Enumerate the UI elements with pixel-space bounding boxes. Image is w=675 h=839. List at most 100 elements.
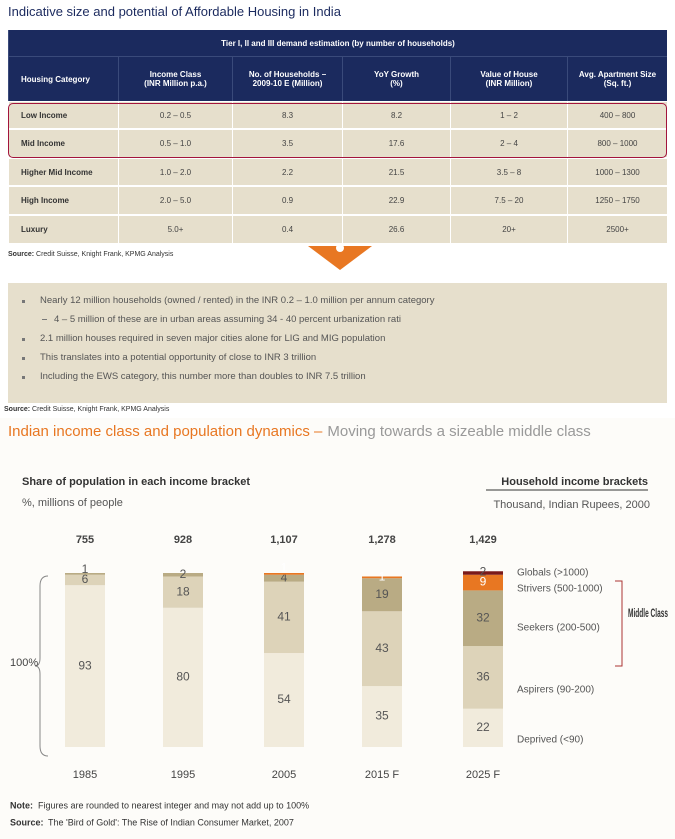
bar-segment bbox=[163, 607, 203, 747]
group-label-text: Middle Class bbox=[628, 606, 668, 620]
bar-segment bbox=[463, 574, 503, 591]
table-cell: 1 – 2 bbox=[450, 102, 567, 130]
bar-segment bbox=[65, 574, 105, 586]
data-label: 4 bbox=[281, 570, 288, 584]
bullet-text: 4 – 5 million of these are in urban area… bbox=[54, 314, 401, 325]
legend-label: Deprived (<90) bbox=[517, 735, 583, 746]
bar-segment bbox=[163, 576, 203, 608]
chart: Indian income class and population dynam… bbox=[0, 418, 675, 839]
bar-segment bbox=[264, 573, 304, 575]
table-cell: 1250 – 1750 bbox=[567, 187, 667, 216]
bullet-marker bbox=[22, 300, 25, 303]
bullet-text: Including the EWS category, this number … bbox=[40, 371, 366, 382]
legend-title: Household income brackets bbox=[501, 476, 648, 488]
table-cell: 2 – 4 bbox=[450, 130, 567, 159]
table-cell: 400 – 800 bbox=[567, 102, 667, 130]
table-cell: 1.0 – 2.0 bbox=[118, 159, 232, 187]
bar-segment bbox=[264, 574, 304, 582]
note-label: Note: bbox=[10, 800, 33, 810]
table-cell: Low Income bbox=[8, 102, 118, 130]
data-label: 1 bbox=[82, 562, 89, 576]
table-cell: 21.5 bbox=[342, 159, 450, 187]
data-label: 93 bbox=[78, 658, 92, 672]
bullet-box: Nearly 12 million households (owned / re… bbox=[8, 283, 667, 403]
unit-label: %, millions of people bbox=[22, 497, 123, 509]
column-header: No. of Households – 2009-10 E (Million) bbox=[232, 57, 342, 101]
column-header: YoY Growth (%) bbox=[342, 57, 450, 101]
bar-segment bbox=[362, 611, 402, 687]
data-label: 35 bbox=[375, 709, 389, 723]
bullet-text: Nearly 12 million households (owned / re… bbox=[40, 295, 435, 306]
bullet-text: This translates into a potential opportu… bbox=[40, 352, 317, 363]
total-label: 1,278 bbox=[368, 534, 396, 546]
table-cell: 5.0+ bbox=[118, 216, 232, 245]
data-label: 19 bbox=[375, 587, 389, 601]
table-cell: 3.5 bbox=[232, 130, 342, 159]
x-tick-label: 1995 bbox=[171, 769, 195, 781]
bar-segment bbox=[264, 653, 304, 747]
page-title: Indicative size and potential of Afforda… bbox=[8, 4, 341, 19]
bullet-marker bbox=[22, 357, 25, 360]
bullet-text: 2.1 million houses required in seven maj… bbox=[40, 333, 386, 344]
table-cell: Higher Mid Income bbox=[8, 159, 118, 187]
legend-subtitle: Thousand, Indian Rupees, 2000 bbox=[493, 499, 650, 511]
table-cell: 1000 – 1300 bbox=[567, 159, 667, 187]
y-label: 100% bbox=[10, 657, 38, 669]
data-label: 22 bbox=[476, 720, 490, 734]
table-cell: 8.3 bbox=[232, 102, 342, 130]
bullet-marker bbox=[42, 319, 47, 320]
bar-segment bbox=[362, 686, 402, 747]
legend-label: Globals (>1000) bbox=[517, 568, 588, 579]
table-cell: 0.5 – 1.0 bbox=[118, 130, 232, 159]
data-label: 2 bbox=[480, 565, 487, 579]
table-cell: 0.9 bbox=[232, 187, 342, 216]
table-cell: Mid Income bbox=[8, 130, 118, 159]
arrow bbox=[308, 244, 372, 270]
group-label: Middle Class bbox=[628, 606, 668, 620]
subtitle: Share of population in each income brack… bbox=[22, 476, 250, 488]
bar-segment bbox=[264, 581, 304, 654]
bar-segment bbox=[362, 576, 402, 579]
table-cell: 17.6 bbox=[342, 130, 450, 159]
bar-segment bbox=[463, 646, 503, 709]
source: Source: Credit Suisse, Knight Frank, KPM… bbox=[4, 406, 170, 413]
table-cell: 2500+ bbox=[567, 216, 667, 245]
bar-segment bbox=[463, 590, 503, 647]
bar-segment bbox=[163, 573, 203, 577]
bar-segment bbox=[65, 573, 105, 575]
source-label: Source: bbox=[10, 817, 44, 827]
total-label: 928 bbox=[174, 534, 192, 546]
data-label: 9 bbox=[480, 575, 487, 589]
table-cell: 0.4 bbox=[232, 216, 342, 245]
table-cell: 800 – 1000 bbox=[567, 130, 667, 159]
table-cell: 26.6 bbox=[342, 216, 450, 245]
bullet-marker bbox=[22, 338, 25, 341]
table-cell: 3.5 – 8 bbox=[450, 159, 567, 187]
bracket bbox=[615, 580, 623, 667]
title-part: Indian income class and population dynam… bbox=[8, 423, 323, 440]
source: The 'Bird of Gold': The Rise of Indian C… bbox=[48, 817, 294, 827]
table-cell: 20+ bbox=[450, 216, 567, 245]
table-cell: 2.0 – 5.0 bbox=[118, 187, 232, 216]
table-cell: 8.2 bbox=[342, 102, 450, 130]
table-cell: 22.9 bbox=[342, 187, 450, 216]
title-part: Moving towards a sizeable middle class bbox=[327, 423, 590, 440]
highlight-box bbox=[8, 103, 667, 158]
data-label: 1 bbox=[379, 570, 386, 584]
x-tick-label: 2005 bbox=[272, 769, 296, 781]
total-label: 1,429 bbox=[469, 534, 497, 546]
data-label: 54 bbox=[277, 692, 291, 706]
data-label: 18 bbox=[176, 584, 190, 598]
x-tick-label: 2025 F bbox=[466, 769, 501, 781]
data-label: 80 bbox=[176, 670, 190, 684]
source: Source: Credit Suisse, Knight Frank, KPM… bbox=[8, 251, 174, 258]
bullet-marker bbox=[22, 376, 25, 379]
chart-title: Indian income class and population dynam… bbox=[8, 423, 591, 440]
data-label: 43 bbox=[375, 641, 389, 655]
column-header: Avg. Apartment Size (Sq. ft.) bbox=[567, 57, 667, 101]
bar-segment bbox=[65, 585, 105, 747]
table-cell: 2.2 bbox=[232, 159, 342, 187]
column-header: Value of House (INR Million) bbox=[450, 57, 567, 101]
chart-background bbox=[0, 418, 675, 839]
